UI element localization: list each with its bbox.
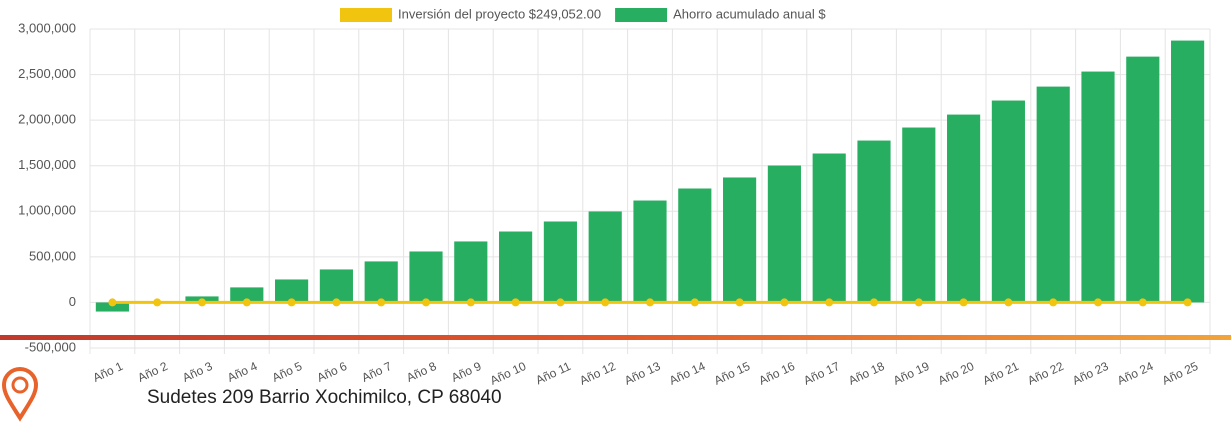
x-tick-label: Año 17	[801, 359, 842, 388]
x-tick-label: Año 6	[315, 359, 350, 385]
bar	[1171, 40, 1205, 303]
y-tick-label: 0	[69, 294, 76, 309]
line-point	[735, 298, 744, 307]
line-point	[1004, 298, 1013, 307]
line-point	[1183, 298, 1192, 307]
bar	[991, 100, 1025, 303]
x-tick-label: Año 13	[622, 359, 663, 388]
y-tick-label: -500,000	[25, 339, 76, 354]
y-tick-label: 2,000,000	[18, 112, 76, 127]
line-point	[332, 298, 341, 307]
bar	[723, 177, 757, 303]
bar	[543, 221, 577, 303]
x-tick-label: Año 14	[667, 359, 708, 388]
x-tick-label: Año 19	[891, 359, 932, 388]
bar	[767, 165, 801, 303]
address: Sudetes 209 Barrio Xochimilco, CP 68040	[147, 387, 502, 408]
x-tick-label: Año 12	[577, 359, 618, 388]
legend-label: Ahorro acumulado anual $	[673, 6, 826, 21]
x-tick-label: Año 18	[846, 359, 887, 388]
x-tick-label: Año 3	[180, 359, 215, 385]
divider	[0, 335, 1231, 340]
y-tick-label: 2,500,000	[18, 66, 76, 81]
y-tick-label: 500,000	[29, 248, 76, 263]
x-tick-label: Año 5	[270, 359, 305, 385]
line-point	[1049, 298, 1058, 307]
bar	[1036, 86, 1070, 303]
x-tick-label: Año 15	[712, 359, 753, 388]
bar	[857, 140, 891, 303]
x-tick-label: Año 11	[533, 359, 573, 388]
location-icon	[1, 367, 39, 422]
bar	[678, 188, 712, 303]
bar	[812, 153, 846, 303]
x-tick-label: Año 16	[757, 359, 798, 388]
line-point	[108, 298, 117, 307]
line-point	[242, 298, 251, 307]
x-tick-label: Año 2	[135, 359, 170, 385]
legend-label: Inversión del proyecto $249,052.00	[398, 6, 601, 21]
x-tick-label: Año 9	[449, 359, 484, 385]
x-tick-label: Año 4	[225, 359, 260, 385]
line-point	[1094, 298, 1102, 307]
line-point	[466, 298, 475, 307]
legend-swatch	[615, 8, 668, 22]
line-point	[601, 298, 610, 307]
bar	[1081, 71, 1115, 303]
location-icon-dot	[11, 376, 29, 394]
bar	[1126, 56, 1160, 303]
x-tick-label: Año 21	[981, 359, 1022, 388]
line-point	[511, 298, 520, 307]
bar	[319, 269, 353, 303]
x-tick-label: Año 1	[91, 359, 126, 385]
line-point	[825, 298, 834, 307]
y-tick-label: 1,000,000	[18, 203, 76, 218]
x-tick-label: Año 25	[1160, 359, 1201, 388]
line-point	[287, 298, 296, 307]
x-tick-label: Año 7	[359, 359, 394, 385]
bar	[275, 279, 309, 303]
x-tick-label: Año 24	[1115, 359, 1156, 388]
line-point	[377, 298, 386, 307]
line-point	[153, 298, 162, 307]
chart: -500,000 0 500,000 1,000,000 1,500,000 2,000,…	[18, 6, 1211, 388]
line-point	[870, 298, 878, 307]
x-tick-label: Año 20	[936, 359, 977, 388]
y-tick-label: 1,500,000	[18, 157, 76, 172]
bar	[409, 251, 443, 303]
bar	[633, 200, 667, 303]
bar	[902, 127, 936, 303]
bar	[947, 114, 981, 303]
line-point	[780, 298, 789, 307]
bar	[454, 241, 488, 303]
line-point	[422, 298, 430, 307]
x-tick-label: Año 8	[404, 359, 439, 385]
x-tick-label: Año 23	[1070, 359, 1111, 388]
y-tick-label: 3,000,000	[18, 20, 76, 35]
bar	[364, 261, 398, 303]
line-point	[914, 298, 923, 307]
line-point	[198, 298, 206, 307]
legend-swatch	[340, 8, 392, 22]
line-point	[646, 298, 654, 307]
bar	[95, 302, 129, 312]
bar	[499, 231, 533, 303]
line-point	[959, 298, 968, 307]
line-point	[690, 298, 699, 307]
bar	[588, 211, 622, 303]
line-point	[1138, 298, 1147, 307]
x-tick-label: Año 10	[488, 359, 529, 388]
x-tick-label: Año 22	[1025, 359, 1066, 388]
line-point	[556, 298, 565, 307]
bar	[230, 287, 264, 303]
